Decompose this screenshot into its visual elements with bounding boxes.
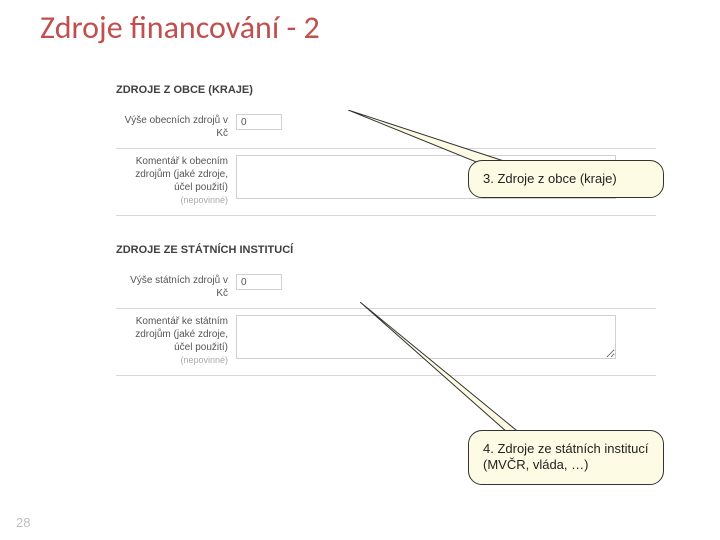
amount-input-1[interactable] (236, 114, 282, 130)
callout2-text: 4. Zdroje ze státních institucí (MVČR, v… (483, 441, 648, 472)
field2-label: Komentář k obecním zdrojům (jaké zdroje,… (116, 155, 236, 207)
field4-label: Komentář ke státním zdrojům (jaké zdroje… (116, 315, 236, 367)
form-area: ZDROJE Z OBCE (KRAJE) Výše obecních zdro… (116, 78, 656, 382)
page-number: 28 (16, 515, 30, 530)
field1-label: Výše obecních zdrojů v Kč (116, 114, 236, 140)
divider (116, 148, 656, 149)
section2-header: ZDROJE ZE STÁTNÍCH INSTITUCÍ (116, 244, 656, 256)
callout-2: 4. Zdroje ze státních institucí (MVČR, v… (468, 430, 664, 485)
field2-label-text: Komentář k obecním zdrojům (jaké zdroje,… (135, 156, 228, 193)
field-row-amount-1: Výše obecních zdrojů v Kč (116, 114, 656, 140)
comment-input-2[interactable] (236, 315, 616, 359)
divider (116, 308, 656, 309)
field-row-comment-2: Komentář ke státním zdrojům (jaké zdroje… (116, 315, 656, 367)
callout-1: 3. Zdroje z obce (kraje) (468, 160, 664, 198)
field3-label: Výše státních zdrojů v Kč (116, 274, 236, 300)
amount-input-2[interactable] (236, 274, 282, 290)
divider (116, 215, 656, 216)
slide-title: Zdroje financování - 2 (40, 8, 320, 47)
field4-optional: (nepovinné) (180, 355, 228, 365)
callout1-text: 3. Zdroje z obce (kraje) (483, 171, 617, 186)
field4-label-text: Komentář ke státním zdrojům (jaké zdroje… (135, 316, 228, 353)
field-row-amount-2: Výše státních zdrojů v Kč (116, 274, 656, 300)
divider (116, 375, 656, 376)
section1-header: ZDROJE Z OBCE (KRAJE) (116, 84, 656, 96)
field2-optional: (nepovinné) (180, 195, 228, 205)
